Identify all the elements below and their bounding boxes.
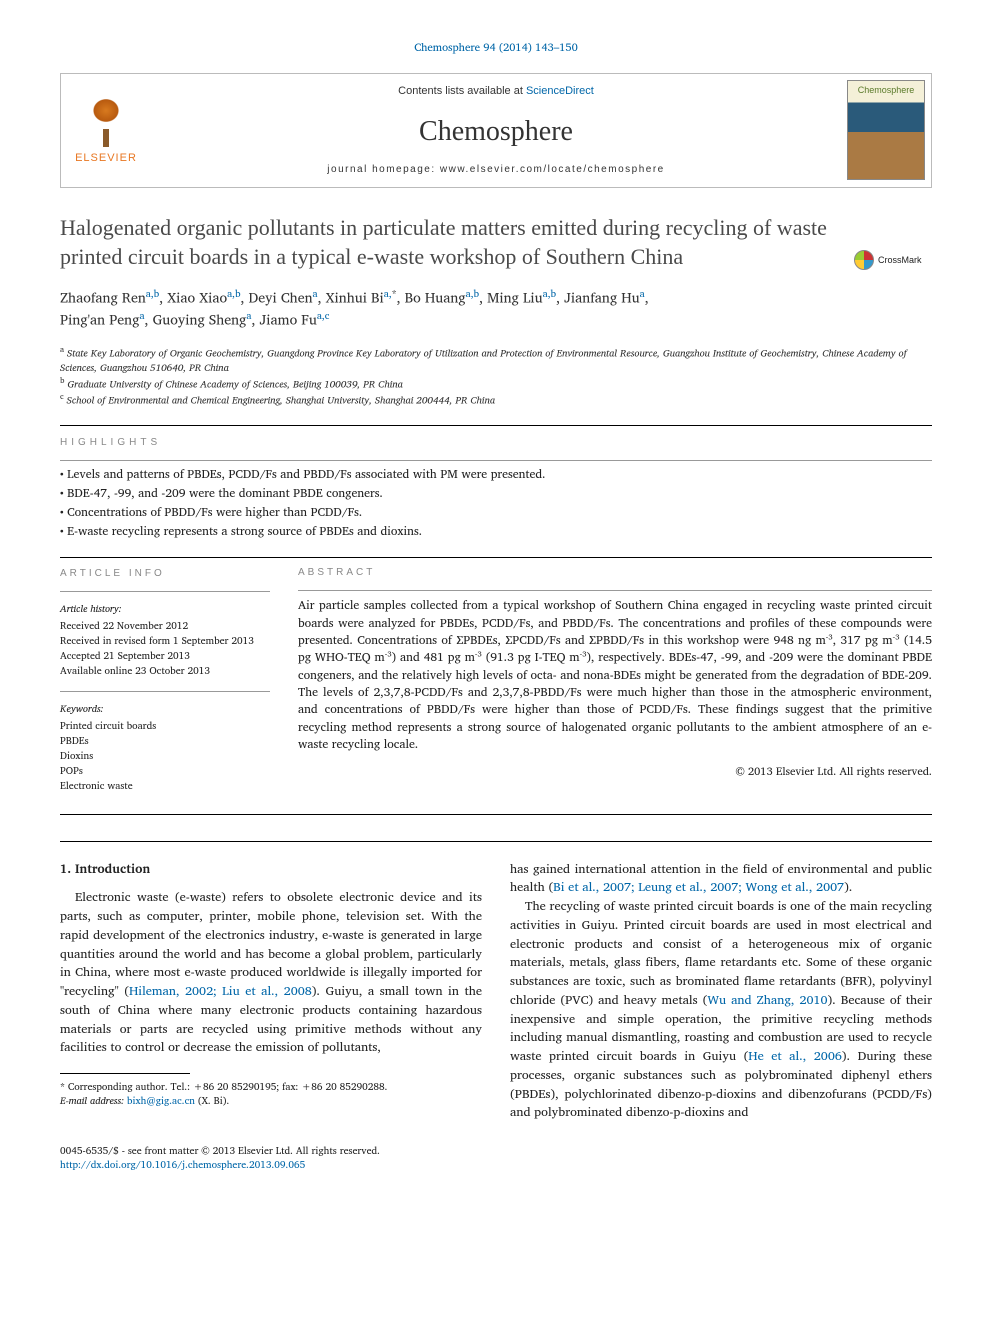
keyword: PBDEs <box>60 734 270 749</box>
footnotes: * Corresponding author. Tel.: +86 20 852… <box>60 1080 482 1108</box>
divider <box>60 425 932 426</box>
highlights-list: Levels and patterns of PBDEs, PCDD/Fs an… <box>60 467 932 540</box>
abstract-heading: ABSTRACT <box>298 566 932 581</box>
elsevier-label: ELSEVIER <box>75 151 137 166</box>
author-affil-sup: a <box>640 286 645 302</box>
keyword: Dioxins <box>60 749 270 764</box>
footer-left: 0045-6535/$ - see front matter © 2013 El… <box>60 1144 380 1172</box>
footnote-email: E-mail address: bixh@gig.ac.cn (X. Bi). <box>60 1094 482 1108</box>
author: Zhaofang Ren <box>60 287 146 310</box>
doi-link[interactable]: http://dx.doi.org/10.1016/j.chemosphere.… <box>60 1158 380 1172</box>
crossmark-label: CrossMark <box>878 254 922 267</box>
author: , Xiao Xiao <box>159 287 227 310</box>
body-right-col: has gained international attention in th… <box>510 860 932 1123</box>
publisher-logo-block: ELSEVIER <box>61 74 151 187</box>
author-affil-sup: a,c <box>317 308 330 324</box>
body-paragraph: The recycling of waste printed circuit b… <box>510 897 932 1122</box>
highlight-item: E-waste recycling represents a strong so… <box>60 524 932 541</box>
intro-heading: 1. Introduction <box>60 860 482 879</box>
history-online: Available online 23 October 2013 <box>60 664 270 679</box>
contents-line: Contents lists available at ScienceDirec… <box>398 84 594 99</box>
masthead-center: Contents lists available at ScienceDirec… <box>151 74 841 187</box>
author: , Xinhui Bi <box>318 287 384 310</box>
author: , Guoying Sheng <box>145 308 247 331</box>
divider <box>60 591 270 592</box>
affiliations: a State Key Laboratory of Organic Geoche… <box>60 344 932 407</box>
author-affil-sup: a,b <box>227 286 240 302</box>
contents-prefix: Contents lists available at <box>398 85 526 97</box>
page-root: Chemosphere 94 (2014) 143–150 ELSEVIER C… <box>0 0 992 1202</box>
history-received: Received 22 November 2012 <box>60 619 270 634</box>
author-affil-sup: a,b <box>466 286 479 302</box>
affil-sup: c <box>60 389 64 403</box>
divider <box>60 814 932 815</box>
highlight-item: BDE-47, -99, and -209 were the dominant … <box>60 486 932 503</box>
divider <box>60 460 932 461</box>
journal-cover-thumbnail: Chemosphere <box>847 80 925 180</box>
sciencedirect-link[interactable]: ScienceDirect <box>526 85 594 97</box>
abstract-text: Air particle samples collected from a ty… <box>298 597 932 754</box>
history-revised: Received in revised form 1 September 201… <box>60 634 270 649</box>
article-info-heading: ARTICLE INFO <box>60 566 270 581</box>
affil-sup: a <box>60 342 64 356</box>
author-affil-sup: a,b <box>543 286 556 302</box>
keyword: POPs <box>60 764 270 779</box>
keyword: Printed circuit boards <box>60 719 270 734</box>
footnote-corresponding: * Corresponding author. Tel.: +86 20 852… <box>60 1080 482 1094</box>
affiliation: State Key Laboratory of Organic Geochemi… <box>60 346 907 376</box>
elsevier-tree-icon <box>81 94 131 149</box>
author: , Jianfang Hu <box>556 287 640 310</box>
crossmark-badge[interactable]: CrossMark <box>854 250 930 270</box>
history-accepted: Accepted 21 September 2013 <box>60 649 270 664</box>
homepage-line: journal homepage: www.elsevier.com/locat… <box>327 163 664 177</box>
affiliation: School of Environmental and Chemical Eng… <box>67 392 495 408</box>
author: Ping'an Peng <box>60 308 139 331</box>
citation-header: Chemosphere 94 (2014) 143–150 <box>60 40 932 55</box>
author: , Jiamo Fu <box>252 308 317 331</box>
body-paragraph: has gained international attention in th… <box>510 860 932 898</box>
article-title: Halogenated organic pollutants in partic… <box>60 214 932 271</box>
author-list: Zhaofang Rena,b, Xiao Xiaoa,b, Deyi Chen… <box>60 287 932 330</box>
email-link[interactable]: bixh@gig.ac.cn <box>127 1093 195 1109</box>
crossmark-icon <box>854 250 874 270</box>
article-info: ARTICLE INFO Article history: Received 2… <box>60 566 270 794</box>
body-two-col: 1. Introduction Electronic waste (e-wast… <box>60 841 932 1123</box>
author-affil-sup: a, <box>384 286 392 302</box>
divider <box>298 590 932 591</box>
homepage-url[interactable]: www.elsevier.com/locate/chemosphere <box>440 164 665 175</box>
journal-name: Chemosphere <box>419 112 573 151</box>
masthead: ELSEVIER Contents lists available at Sci… <box>60 73 932 188</box>
page-footer: 0045-6535/$ - see front matter © 2013 El… <box>60 1144 932 1172</box>
history-subhead: Article history: <box>60 602 270 617</box>
author: , Bo Huang <box>397 287 466 310</box>
cover-thumb-block: Chemosphere <box>841 74 931 187</box>
citation-link[interactable]: Wu and Zhang, 2010 <box>707 990 827 1010</box>
info-abstract-row: ARTICLE INFO Article history: Received 2… <box>60 557 932 794</box>
highlight-item: Concentrations of PBDD/Fs were higher th… <box>60 505 932 522</box>
citation-link[interactable]: Hileman, 2002; Liu et al., 2008 <box>129 981 312 1001</box>
affil-sup: b <box>60 373 64 387</box>
body-paragraph: Electronic waste (e-waste) refers to obs… <box>60 888 482 1057</box>
footnote-separator <box>60 1073 190 1074</box>
keyword: Electronic waste <box>60 779 270 794</box>
citation-link[interactable]: Bi et al., 2007; Leung et al., 2007; Won… <box>553 877 844 897</box>
footer-frontmatter: 0045-6535/$ - see front matter © 2013 El… <box>60 1144 380 1158</box>
highlights-heading: HIGHLIGHTS <box>60 436 932 450</box>
body-left-col: 1. Introduction Electronic waste (e-wast… <box>60 860 482 1123</box>
keywords-subhead: Keywords: <box>60 702 270 717</box>
author: , Ming Liu <box>479 287 543 310</box>
abstract: ABSTRACT Air particle samples collected … <box>298 566 932 794</box>
affiliation: Graduate University of Chinese Academy o… <box>67 376 402 392</box>
cover-thumb-title: Chemosphere <box>848 84 924 97</box>
highlight-item: Levels and patterns of PBDEs, PCDD/Fs an… <box>60 467 932 484</box>
divider <box>60 691 270 692</box>
abstract-copyright: © 2013 Elsevier Ltd. All rights reserved… <box>298 764 932 780</box>
author-affil-sup: a,b <box>146 286 159 302</box>
author: , Deyi Chen <box>241 287 313 310</box>
homepage-prefix: journal homepage: <box>327 164 440 175</box>
citation-link[interactable]: He et al., 2006 <box>748 1046 842 1066</box>
